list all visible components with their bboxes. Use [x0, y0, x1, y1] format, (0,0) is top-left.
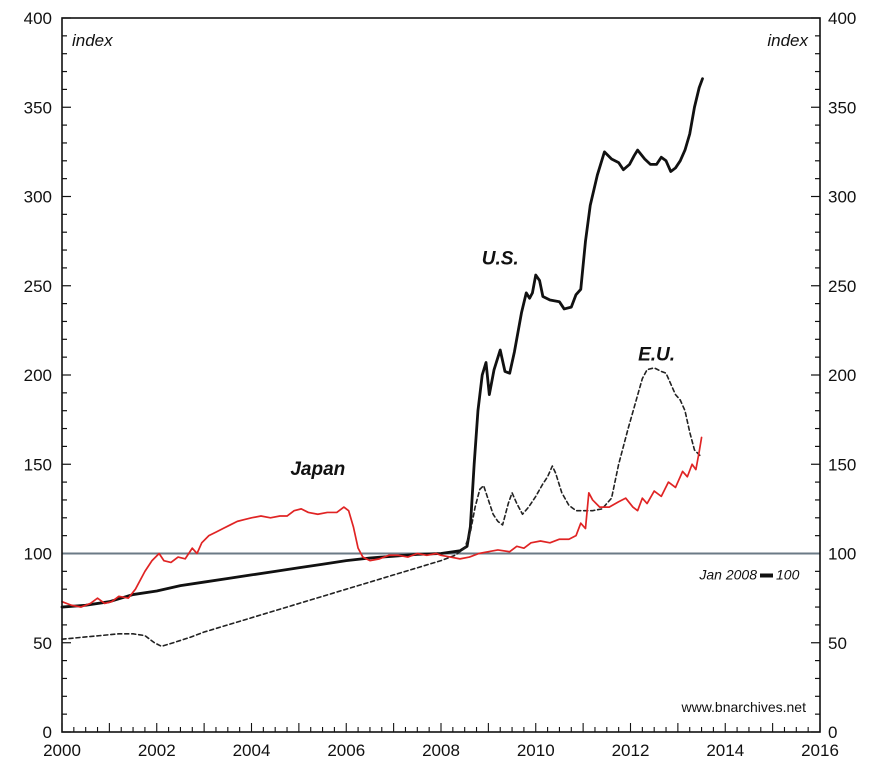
- series-label-us: U.S.: [482, 248, 519, 269]
- right-y-tick-label: 300: [828, 188, 856, 207]
- series: [60, 77, 704, 648]
- x-tick-label: 2012: [612, 741, 650, 760]
- series-label-eu: E.U.: [638, 345, 675, 366]
- right-y-tick-label: 150: [828, 455, 856, 474]
- axes: 0 0 50 50 100 100 150 150 200 200 250 250 300 300 350 3…: [24, 9, 857, 760]
- right-y-tick-label: 200: [828, 366, 856, 385]
- left-y-tick-label: 0: [43, 723, 52, 742]
- x-tick-label: 2008: [422, 741, 460, 760]
- right-y-tick-label: 100: [828, 545, 856, 564]
- reference-label-right: 100: [776, 567, 800, 583]
- left-y-tick-label: 400: [24, 9, 52, 28]
- x-tick-label: 2016: [801, 741, 839, 760]
- source-credit: www.bnarchives.net: [680, 699, 806, 715]
- left-y-tick-label: 250: [24, 277, 52, 296]
- left-y-tick-label: 50: [33, 634, 52, 653]
- left-y-tick-label: 100: [24, 545, 52, 564]
- reference-label-equals-mark: [760, 573, 773, 578]
- right-y-tick-label: 50: [828, 634, 847, 653]
- right-y-tick-label: 0: [828, 723, 837, 742]
- right-axis-unit-label: index: [767, 31, 808, 50]
- left-y-tick-label: 300: [24, 188, 52, 207]
- x-tick-label: 2010: [517, 741, 555, 760]
- x-tick-label: 2006: [327, 741, 365, 760]
- right-y-tick-label: 400: [828, 9, 856, 28]
- series-line-japan: [61, 436, 703, 608]
- plot-frame: [61, 17, 821, 733]
- x-tick-label: 2014: [706, 741, 744, 760]
- x-tick-label: 2002: [138, 741, 176, 760]
- reference-label-left: Jan 2008: [698, 567, 757, 583]
- series-line-eu: [61, 367, 703, 648]
- series-line-us: [60, 77, 704, 609]
- annotations: index index www.bnarchives.net U.S. E.U. J…: [72, 31, 809, 715]
- right-y-tick-label: 350: [828, 98, 856, 117]
- right-y-tick-label: 250: [828, 277, 856, 296]
- x-tick-label: 2004: [233, 741, 271, 760]
- left-y-tick-label: 350: [24, 98, 52, 117]
- left-axis-unit-label: index: [72, 31, 113, 50]
- left-y-tick-label: 150: [24, 455, 52, 474]
- series-label-japan: Japan: [290, 459, 345, 480]
- left-y-tick-label: 200: [24, 366, 52, 385]
- x-tick-label: 2000: [43, 741, 81, 760]
